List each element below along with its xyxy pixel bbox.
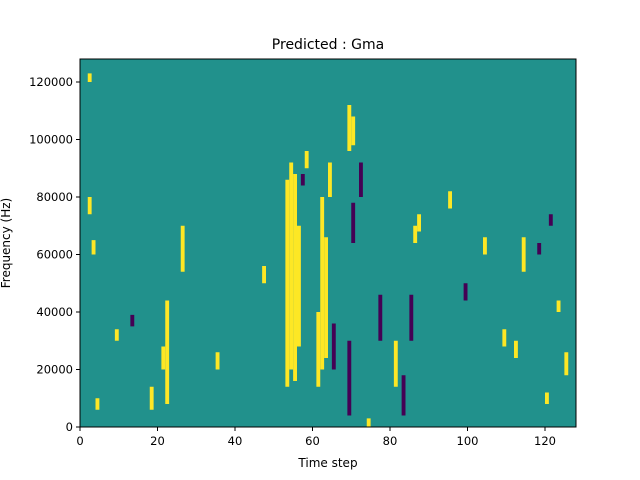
x-tick-label: 0 [76, 434, 83, 448]
heatmap-cell [215, 352, 220, 370]
heatmap-cell [393, 340, 398, 387]
y-tick-label: 120000 [29, 75, 73, 89]
x-tick-label: 120 [534, 434, 556, 448]
y-tick-label: 0 [66, 420, 73, 434]
heatmap-cell [548, 214, 553, 226]
y-axis-label: Frequency (Hz) [0, 198, 13, 289]
heatmap-cell [347, 340, 352, 416]
heatmap-cell [293, 174, 297, 381]
heatmap-cell [401, 375, 406, 416]
y-tick-label: 60000 [36, 248, 73, 262]
heatmap-cell [180, 225, 185, 272]
x-tick-label: 100 [457, 434, 479, 448]
heatmap-cell [149, 386, 154, 410]
heatmap-cell [130, 314, 135, 327]
heatmap-cell [366, 418, 371, 427]
heatmap-cell [556, 300, 561, 312]
heatmap-cell [289, 162, 294, 370]
heatmap-cell [502, 329, 507, 347]
heatmap-cell [463, 283, 468, 301]
heatmap-cell [537, 243, 542, 255]
heatmap-cell [320, 197, 325, 370]
heatmap-cell [483, 237, 487, 255]
heatmap-cell [514, 340, 518, 358]
heatmap-cell [564, 352, 569, 376]
x-axis-label: Time step [297, 456, 357, 470]
heatmap-cell [351, 116, 356, 146]
heatmap-cell [114, 329, 119, 341]
heatmap-cell [316, 312, 321, 387]
heatmap-cell [521, 237, 526, 272]
chart-title: Predicted : Gma [272, 37, 384, 53]
heatmap-cells [80, 59, 576, 427]
heatmap-cell [409, 294, 414, 341]
y-tick-label: 80000 [36, 190, 73, 204]
heatmap-cell [328, 162, 332, 197]
heatmap-cell [87, 197, 92, 215]
x-tick-label: 80 [383, 434, 398, 448]
heatmap-cell [95, 398, 100, 410]
y-axis-ticks: 0 20000 40000 60000 80000 100000 120000 [29, 75, 80, 434]
heatmap-cell [413, 225, 418, 243]
heatmap-cell [324, 237, 328, 358]
heatmap-cell [448, 191, 452, 209]
y-tick-label: 20000 [36, 363, 73, 377]
heatmap-cell [545, 392, 549, 404]
heatmap-cell [300, 174, 305, 186]
heatmap-cell [165, 300, 170, 404]
heatmap-cell [351, 202, 356, 243]
x-axis-ticks: 0 20 40 60 80 100 120 [76, 427, 556, 448]
heatmap-cell [304, 151, 309, 169]
heatmap-cell [359, 162, 363, 197]
x-tick-label: 20 [150, 434, 165, 448]
y-tick-label: 40000 [36, 305, 73, 319]
x-tick-label: 40 [228, 434, 243, 448]
plot-frame [79, 58, 577, 428]
heatmap-cell [347, 105, 352, 151]
heatmap-cell [331, 323, 336, 370]
heatmap-cell [378, 294, 383, 341]
heatmap-cell [417, 214, 421, 232]
heatmap-cell [262, 266, 266, 284]
x-tick-label: 60 [305, 434, 320, 448]
y-tick-label: 100000 [29, 133, 73, 147]
heatmap-cell [87, 73, 92, 82]
heatmap-cell [161, 346, 166, 370]
heatmap-cell [285, 179, 290, 387]
heatmap-cell [91, 240, 96, 255]
heatmap-cell [297, 225, 301, 347]
